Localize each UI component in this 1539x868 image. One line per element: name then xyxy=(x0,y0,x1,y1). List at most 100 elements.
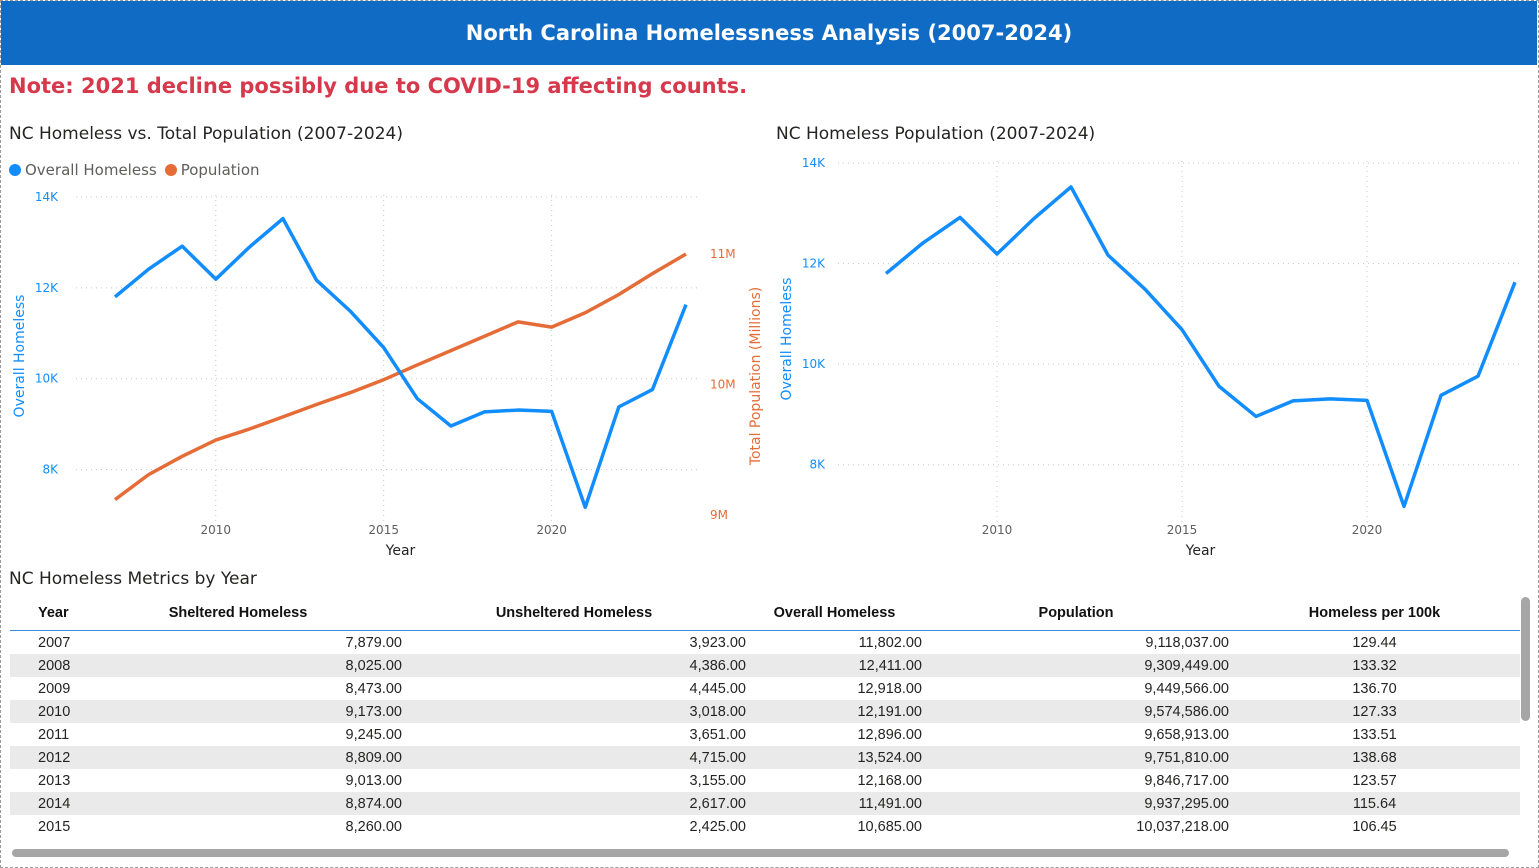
table-cell: 9,309,449.00 xyxy=(923,654,1229,677)
table-cell: 9,245.00 xyxy=(345,726,402,743)
table-cell: 2010 xyxy=(10,700,74,723)
vertical-scrollbar[interactable] xyxy=(1521,597,1530,721)
chart-1-ytick-label: 8K xyxy=(42,463,59,477)
table-cell: 127.33 xyxy=(1229,700,1520,723)
table-cell: 12,411.00 xyxy=(746,654,923,677)
chart-2-ytick-label: 14K xyxy=(802,156,826,170)
chart-1-y2tick-label: 11M xyxy=(710,247,736,261)
table-cell: 4,715.00 xyxy=(402,746,746,769)
chart-1-xtick-label: 2015 xyxy=(368,523,399,537)
table-row[interactable]: 2011 9,245.00 3,651.00 12,896.00 9,658,913.0… xyxy=(10,723,1520,746)
table-cell: 12,191.00 xyxy=(746,700,923,723)
legend-dot-homeless xyxy=(9,164,21,176)
table-cell: 2011 xyxy=(38,726,70,743)
table-row[interactable]: 2014 8,874.00 2,617.00 11,491.00 9,937,295.0… xyxy=(10,792,1520,815)
chart-2-title: NC Homeless Population (2007-2024) xyxy=(776,124,1096,144)
report-header: North Carolina Homelessness Analysis (20… xyxy=(1,1,1537,65)
table-cell: 2012 xyxy=(10,746,74,769)
table-cell: 9,449,566.00 xyxy=(1144,680,1229,697)
table-row[interactable]: 2013 9,013.00 3,155.00 12,168.00 9,846,717.0… xyxy=(10,769,1520,792)
chart-1-xaxis-title: Year xyxy=(385,543,416,559)
table-cell: 8,025.00 xyxy=(74,654,402,677)
table-cell: 9,574,586.00 xyxy=(923,700,1229,723)
table-cell: 9,013.00 xyxy=(345,772,402,789)
table-row[interactable]: 2010 9,173.00 3,018.00 12,191.00 9,574,586.0… xyxy=(10,700,1520,723)
chart-1-y2tick-label: 10M xyxy=(710,378,736,392)
chart-1-ytick-label: 14K xyxy=(35,190,59,204)
chart-1-series-homeless-line xyxy=(113,216,688,510)
column-header[interactable]: Year xyxy=(10,596,74,631)
horizontal-scrollbar[interactable] xyxy=(12,849,1509,857)
table-cell: 2013 xyxy=(38,772,71,789)
table-cell: 136.70 xyxy=(1352,680,1397,697)
report-title: North Carolina Homelessness Analysis (20… xyxy=(465,21,1073,45)
table-cell: 133.32 xyxy=(1229,654,1520,677)
chart-1-plot[interactable]: 8K 10K 12K 14K 2010 2015 2020 Year Overall Homel… xyxy=(0,0,764,570)
table-cell: 8,874.00 xyxy=(74,792,402,815)
chart-2-yaxis-title: Overall Homeless xyxy=(779,278,795,401)
table-cell: 2,425.00 xyxy=(689,818,746,835)
table-cell: 115.64 xyxy=(1229,792,1520,815)
chart-1-y2tick-label: 9M xyxy=(710,508,728,522)
legend-dot-population xyxy=(164,164,177,176)
table-cell: 10,037,218.00 xyxy=(1136,818,1229,835)
table-row[interactable]: 2015 8,260.00 2,425.00 10,685.00 10,037,218.… xyxy=(10,815,1520,838)
column-header[interactable]: Overall Homeless xyxy=(746,596,923,631)
covid-note: Note: 2021 decline possibly due to COVID… xyxy=(9,74,748,98)
table-cell: 2007 xyxy=(38,634,71,651)
table-cell: 9,751,810.00 xyxy=(923,746,1229,769)
chart-2-xaxis-title: Year xyxy=(1185,543,1216,559)
chart-1-title: NC Homeless vs. Total Population (2007-2… xyxy=(9,124,403,144)
table-row[interactable]: 2008 8,025.00 4,386.00 12,411.00 9,309,449.0… xyxy=(10,654,1520,677)
table-cell: 10,685.00 xyxy=(857,818,922,835)
chart-1-xtick-label: 2010 xyxy=(200,523,231,537)
table-row[interactable]: 2007 7,879.00 3,923.00 11,802.00 9,118,037.0… xyxy=(10,631,1520,655)
chart-2-xtick-label: 2020 xyxy=(1352,523,1383,537)
chart-2-ytick-label: 12K xyxy=(802,257,826,271)
column-header[interactable]: Sheltered Homeless xyxy=(74,596,402,631)
table-cell: 8,809.00 xyxy=(74,746,402,769)
table-header-row: Year Sheltered Homeless Unsheltered Homele… xyxy=(10,596,1520,631)
table-cell: 2015 xyxy=(38,818,71,835)
table-cell: 12,168.00 xyxy=(857,772,922,789)
chart-1-ytick-label: 10K xyxy=(35,372,59,386)
chart-1-yaxis-title: Overall Homeless xyxy=(12,295,28,418)
legend-item-population[interactable]: Population xyxy=(164,161,260,179)
legend-label-population: Population xyxy=(180,161,260,179)
column-header[interactable]: Unsheltered Homeless xyxy=(402,596,746,631)
table-cell: 2009 xyxy=(38,680,71,697)
table-cell: 11,491.00 xyxy=(746,792,923,815)
table-cell: 138.68 xyxy=(1229,746,1520,769)
table-cell: 9,173.00 xyxy=(74,700,402,723)
table-title: NC Homeless Metrics by Year xyxy=(9,569,257,589)
table-cell: 123.57 xyxy=(1352,772,1397,789)
legend-item-homeless[interactable]: Overall Homeless xyxy=(9,161,157,179)
table-cell: 3,651.00 xyxy=(689,726,746,743)
table-cell: 9,658,913.00 xyxy=(1144,726,1229,743)
table-cell: 8,260.00 xyxy=(345,818,402,835)
table-cell: 11,802.00 xyxy=(858,634,922,651)
table-cell: 133.51 xyxy=(1352,726,1397,743)
column-header[interactable]: Homeless per 100k xyxy=(1229,596,1520,631)
table-cell: 2008 xyxy=(10,654,74,677)
legend-label-homeless: Overall Homeless xyxy=(25,161,157,179)
chart-2-plot[interactable]: 8K 10K 12K 14K 2010 2015 2020 Year Overall Homel… xyxy=(0,0,1539,570)
table-cell: 4,445.00 xyxy=(689,680,746,697)
chart-2-ytick-label: 10K xyxy=(802,357,826,371)
chart-1-legend[interactable]: Overall Homeless Population xyxy=(9,161,268,179)
chart-2-xtick-label: 2010 xyxy=(982,523,1013,537)
table-cell: 8,473.00 xyxy=(345,680,402,697)
table-cell: 3,923.00 xyxy=(689,634,746,651)
table-row[interactable]: 2012 8,809.00 4,715.00 13,524.00 9,751,810.0… xyxy=(10,746,1520,769)
column-header[interactable]: Population xyxy=(923,596,1229,631)
metrics-table[interactable]: Year Sheltered Homeless Unsheltered Homele… xyxy=(10,596,1520,838)
chart-2-series-homeless-line xyxy=(884,185,1517,509)
table-cell: 2014 xyxy=(10,792,74,815)
chart-1-y2axis-title: Total Population (Millions) xyxy=(748,287,764,466)
chart-2-xtick-label: 2015 xyxy=(1167,523,1198,537)
table-cell: 106.45 xyxy=(1352,818,1397,835)
table-cell: 9,937,295.00 xyxy=(923,792,1229,815)
table-cell: 13,524.00 xyxy=(746,746,923,769)
table-row[interactable]: 2009 8,473.00 4,445.00 12,918.00 9,449,566.0… xyxy=(10,677,1520,700)
table-cell: 12,896.00 xyxy=(857,726,922,743)
